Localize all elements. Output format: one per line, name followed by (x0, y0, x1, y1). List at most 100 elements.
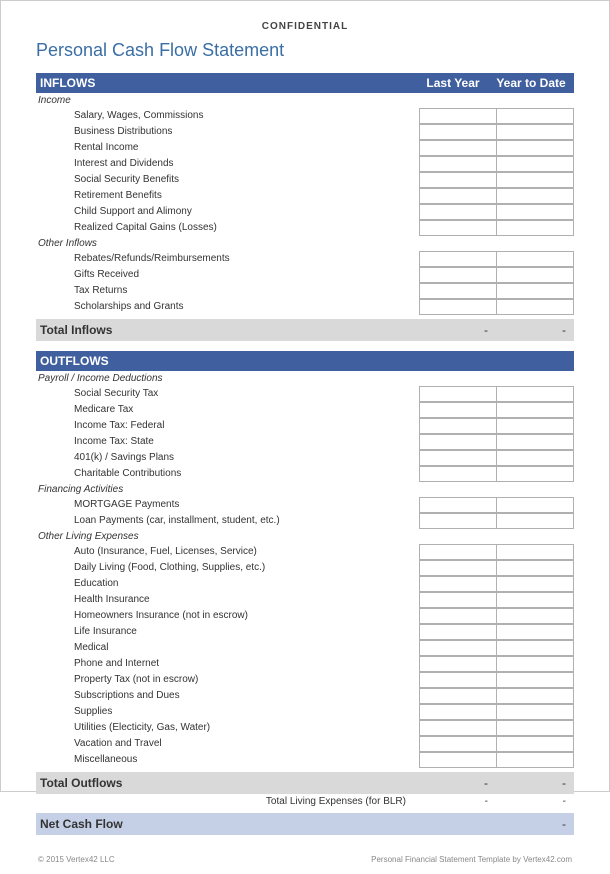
cell-ytd[interactable] (496, 576, 574, 592)
line-item-row: Business Distributions (36, 124, 574, 140)
cell-ytd[interactable] (496, 434, 574, 450)
line-item-row: Daily Living (Food, Clothing, Supplies, … (36, 560, 574, 576)
line-item-row: Social Security Tax (36, 386, 574, 402)
cell-last-year[interactable] (419, 188, 497, 204)
line-item-row: Medicare Tax (36, 402, 574, 418)
cell-last-year[interactable] (419, 736, 497, 752)
line-item-row: Utilities (Electicity, Gas, Water) (36, 720, 574, 736)
cell-ytd[interactable] (496, 592, 574, 608)
outflows-body: Payroll / Income DeductionsSocial Securi… (36, 371, 574, 768)
cell-last-year[interactable] (419, 752, 497, 768)
cell-last-year[interactable] (419, 704, 497, 720)
line-item-label: Vacation and Travel (36, 736, 420, 752)
cell-last-year[interactable] (419, 497, 497, 513)
cell-last-year[interactable] (419, 402, 497, 418)
inflows-body: IncomeSalary, Wages, CommissionsBusiness… (36, 93, 574, 315)
cell-ytd[interactable] (496, 156, 574, 172)
cell-ytd[interactable] (496, 752, 574, 768)
cell-ytd[interactable] (496, 688, 574, 704)
cell-last-year[interactable] (419, 156, 497, 172)
cell-ytd[interactable] (496, 172, 574, 188)
cell-ytd[interactable] (496, 220, 574, 236)
footer-copyright: © 2015 Vertex42 LLC (38, 855, 115, 864)
cell-last-year[interactable] (419, 640, 497, 656)
line-item-label: Subscriptions and Dues (36, 688, 420, 704)
cell-last-year[interactable] (419, 513, 497, 529)
group-subheader: Income (36, 93, 574, 108)
line-item-label: Business Distributions (36, 124, 420, 140)
cell-last-year[interactable] (419, 656, 497, 672)
cell-ytd[interactable] (496, 140, 574, 156)
cell-last-year[interactable] (419, 608, 497, 624)
cell-ytd[interactable] (496, 656, 574, 672)
cell-ytd[interactable] (496, 402, 574, 418)
cell-ytd[interactable] (496, 251, 574, 267)
line-item-row: Subscriptions and Dues (36, 688, 574, 704)
line-item-row: Life Insurance (36, 624, 574, 640)
cell-last-year[interactable] (419, 108, 497, 124)
cell-last-year[interactable] (419, 450, 497, 466)
cell-last-year[interactable] (419, 172, 497, 188)
cell-ytd[interactable] (496, 720, 574, 736)
cell-last-year[interactable] (419, 560, 497, 576)
cell-last-year[interactable] (419, 299, 497, 315)
line-item-row: Charitable Contributions (36, 466, 574, 482)
living-expenses-last-year: - (414, 796, 492, 807)
cell-last-year[interactable] (419, 720, 497, 736)
cell-last-year[interactable] (419, 434, 497, 450)
cell-ytd[interactable] (496, 299, 574, 315)
living-expenses-ytd: - (492, 796, 570, 807)
line-item-label: Retirement Benefits (36, 188, 420, 204)
cell-ytd[interactable] (496, 704, 574, 720)
footer: © 2015 Vertex42 LLC Personal Financial S… (36, 855, 574, 864)
cell-last-year[interactable] (419, 140, 497, 156)
cell-last-year[interactable] (419, 672, 497, 688)
cell-ytd[interactable] (496, 736, 574, 752)
footer-attribution: Personal Financial Statement Template by… (371, 855, 572, 864)
cell-last-year[interactable] (419, 251, 497, 267)
cell-ytd[interactable] (496, 640, 574, 656)
confidential-label: CONFIDENTIAL (36, 21, 574, 32)
net-cash-flow-label: Net Cash Flow (40, 817, 414, 831)
line-item-label: Daily Living (Food, Clothing, Supplies, … (36, 560, 420, 576)
cell-ytd[interactable] (496, 204, 574, 220)
cell-ytd[interactable] (496, 386, 574, 402)
cell-ytd[interactable] (496, 544, 574, 560)
line-item-label: Life Insurance (36, 624, 420, 640)
line-item-row: 401(k) / Savings Plans (36, 450, 574, 466)
col-ytd: Year to Date (492, 76, 570, 90)
cell-ytd[interactable] (496, 466, 574, 482)
cell-last-year[interactable] (419, 283, 497, 299)
cell-ytd[interactable] (496, 672, 574, 688)
cell-last-year[interactable] (419, 418, 497, 434)
line-item-row: Health Insurance (36, 592, 574, 608)
cell-ytd[interactable] (496, 188, 574, 204)
line-item-label: Education (36, 576, 420, 592)
cell-ytd[interactable] (496, 497, 574, 513)
cell-ytd[interactable] (496, 513, 574, 529)
cell-last-year[interactable] (419, 204, 497, 220)
line-item-row: Tax Returns (36, 283, 574, 299)
cell-ytd[interactable] (496, 108, 574, 124)
total-outflows-last-year: - (414, 776, 492, 790)
cell-last-year[interactable] (419, 386, 497, 402)
cell-ytd[interactable] (496, 450, 574, 466)
cell-last-year[interactable] (419, 624, 497, 640)
cell-ytd[interactable] (496, 124, 574, 140)
line-item-row: Property Tax (not in escrow) (36, 672, 574, 688)
cell-ytd[interactable] (496, 608, 574, 624)
cell-last-year[interactable] (419, 267, 497, 283)
cell-last-year[interactable] (419, 124, 497, 140)
cell-ytd[interactable] (496, 560, 574, 576)
cell-last-year[interactable] (419, 544, 497, 560)
cell-ytd[interactable] (496, 283, 574, 299)
cell-ytd[interactable] (496, 418, 574, 434)
net-cash-flow-row: Net Cash Flow - (36, 813, 574, 835)
cell-last-year[interactable] (419, 688, 497, 704)
cell-ytd[interactable] (496, 267, 574, 283)
cell-last-year[interactable] (419, 466, 497, 482)
cell-last-year[interactable] (419, 576, 497, 592)
cell-last-year[interactable] (419, 592, 497, 608)
cell-ytd[interactable] (496, 624, 574, 640)
cell-last-year[interactable] (419, 220, 497, 236)
